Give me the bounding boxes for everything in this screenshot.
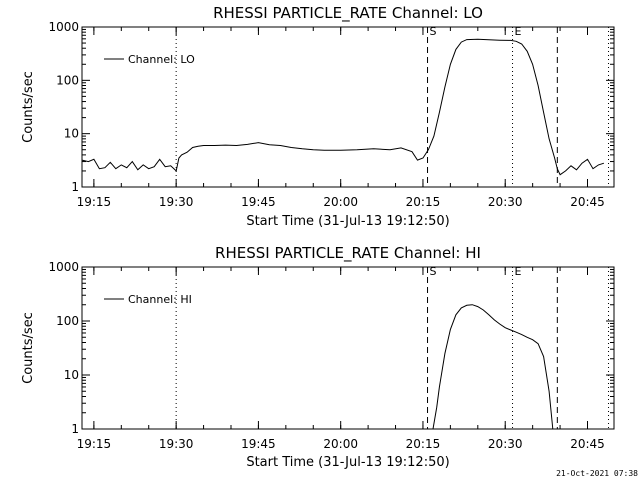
x-axis-label: Start Time (31-Jul-13 19:12:50) bbox=[246, 455, 449, 470]
series-line bbox=[432, 304, 554, 429]
chart-title: RHESSI PARTICLE_RATE Channel: HI bbox=[215, 244, 481, 263]
y-axis-label: Counts/sec bbox=[21, 312, 36, 384]
x-tick-label: 19:15 bbox=[77, 195, 112, 209]
event-marker-label: S bbox=[430, 265, 437, 278]
y-tick-label: 1000 bbox=[48, 260, 79, 274]
y-tick-label: 10 bbox=[64, 368, 79, 382]
event-marker-label: E bbox=[515, 265, 522, 278]
x-tick-label: 19:30 bbox=[159, 195, 194, 209]
y-tick-label: 1 bbox=[71, 422, 79, 436]
legend-entry: Channel: HI bbox=[128, 293, 192, 306]
event-marker-label: E bbox=[515, 25, 522, 38]
x-tick-label: 19:30 bbox=[159, 437, 194, 451]
y-axis-label: Counts/sec bbox=[21, 71, 36, 143]
legend-entry: Channel: LO bbox=[128, 53, 195, 66]
panel-hi: RHESSI PARTICLE_RATE Channel: HI 1 10 100 10… bbox=[21, 244, 615, 470]
x-tick-label: 20:45 bbox=[570, 437, 605, 451]
plot-frame bbox=[81, 26, 615, 188]
x-tick-label: 20:30 bbox=[488, 195, 523, 209]
panel-lo: RHESSI PARTICLE_RATE Channel: LO 1 10 100 10… bbox=[21, 4, 615, 229]
x-tick-label: 19:45 bbox=[241, 195, 276, 209]
x-tick-label: 20:00 bbox=[323, 195, 358, 209]
x-axis-label: Start Time (31-Jul-13 19:12:50) bbox=[246, 214, 449, 229]
y-tick-label: 1000 bbox=[48, 20, 79, 34]
chart-title: RHESSI PARTICLE_RATE Channel: LO bbox=[213, 4, 483, 23]
event-marker-label: S bbox=[430, 25, 437, 38]
x-tick-label: 20:00 bbox=[323, 437, 358, 451]
y-tick-label: 100 bbox=[56, 314, 79, 328]
y-tick-label: 1 bbox=[71, 180, 79, 194]
x-tick-label: 20:15 bbox=[406, 195, 441, 209]
x-tick-label: 19:15 bbox=[77, 437, 112, 451]
timestamp: 21-Oct-2021 07:38 bbox=[556, 469, 638, 478]
x-tick-label: 20:45 bbox=[570, 195, 605, 209]
x-tick-label: 20:15 bbox=[406, 437, 441, 451]
y-tick-label: 100 bbox=[56, 73, 79, 87]
plot-frame bbox=[81, 266, 615, 430]
x-tick-label: 20:30 bbox=[488, 437, 523, 451]
series-line bbox=[82, 38, 605, 176]
x-tick-label: 19:45 bbox=[241, 437, 276, 451]
y-tick-label: 10 bbox=[64, 127, 79, 141]
